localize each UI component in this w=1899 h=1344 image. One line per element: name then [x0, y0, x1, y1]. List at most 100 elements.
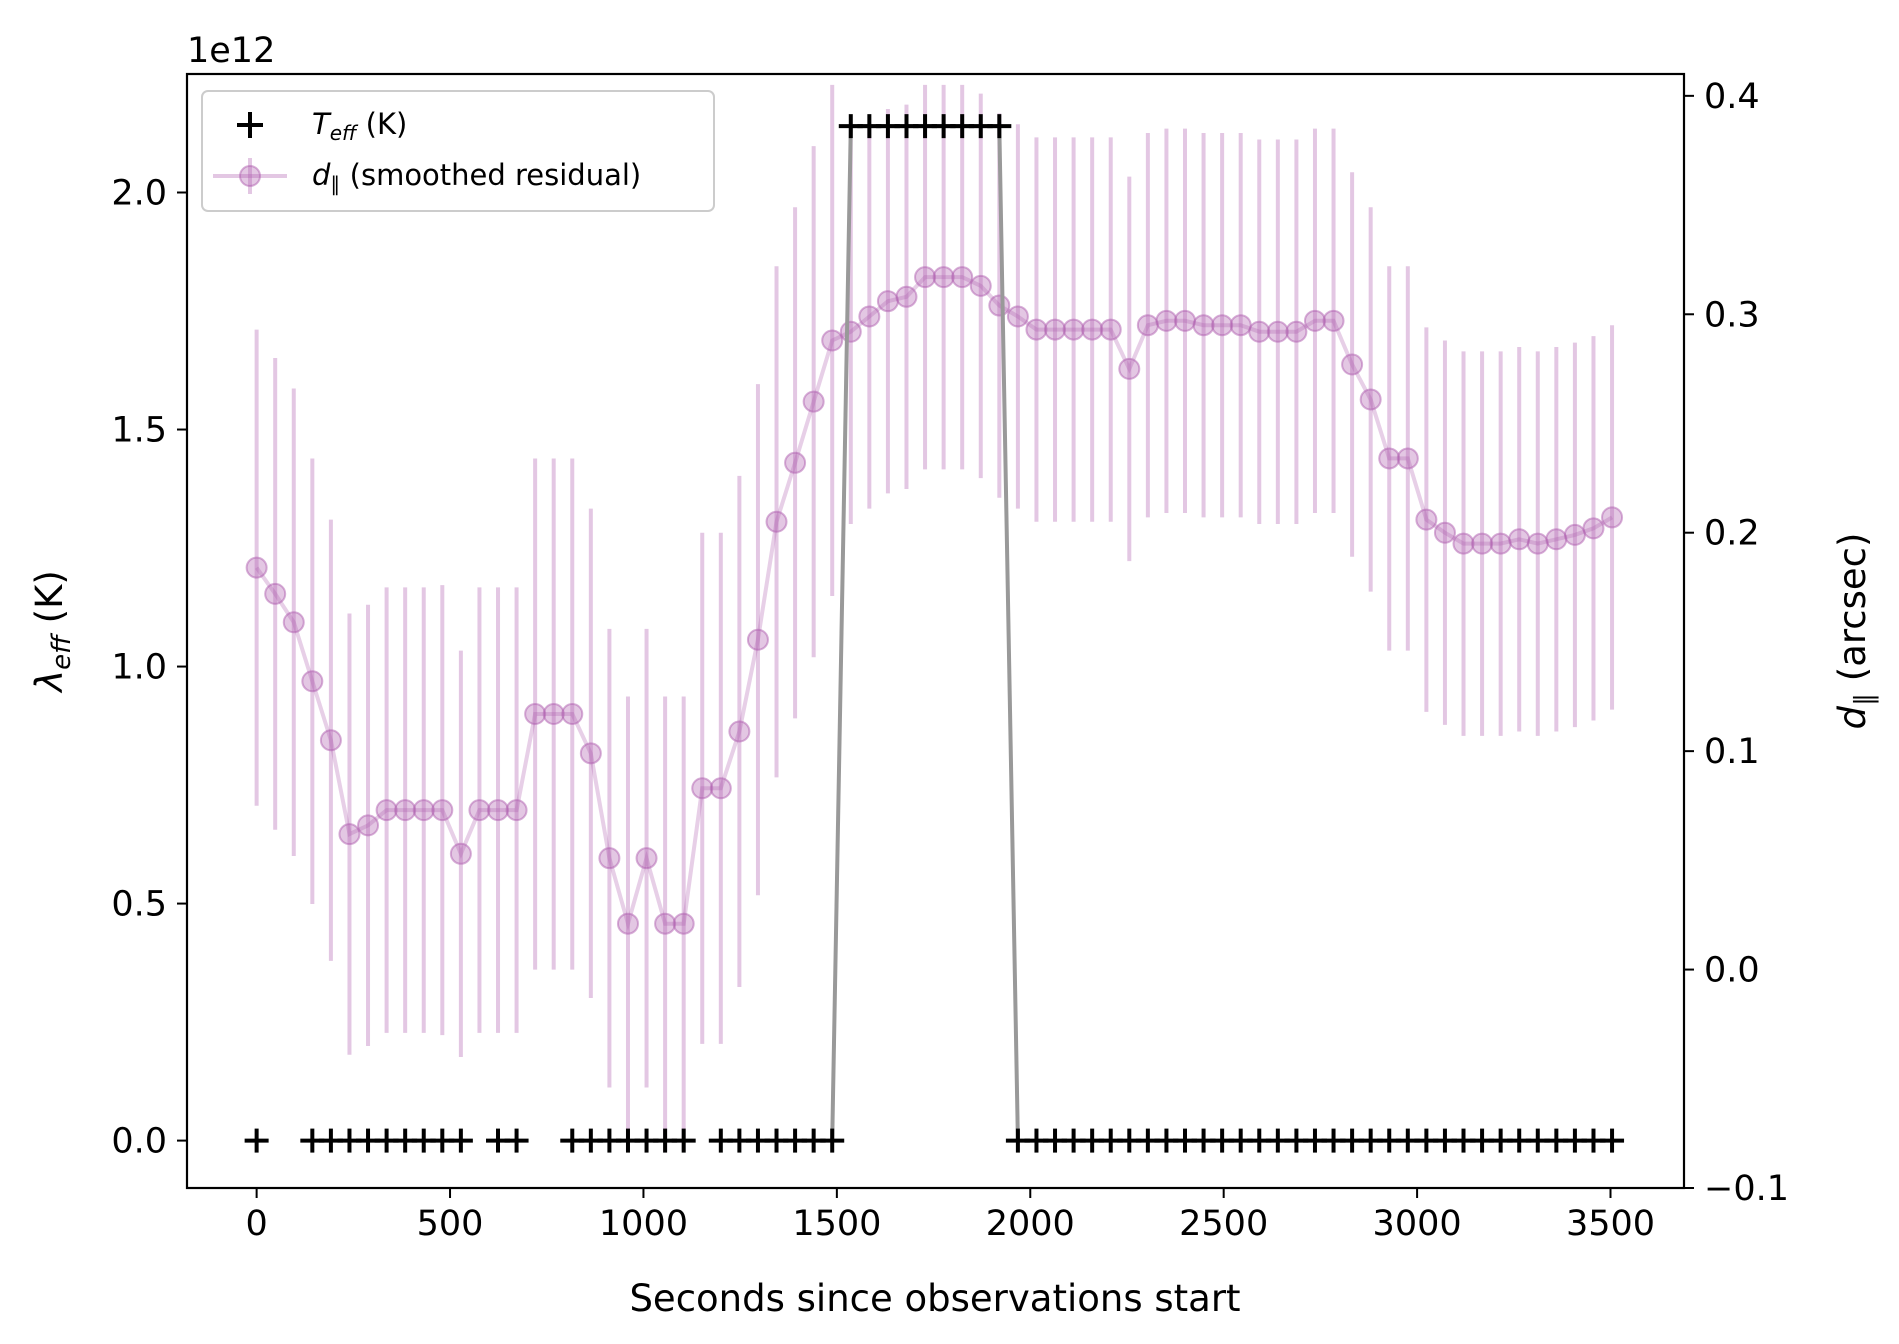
dpar-point	[1489, 532, 1512, 555]
dpar-point	[1415, 508, 1438, 531]
teff-marker	[671, 1128, 696, 1153]
x-tick-label: 2500	[1179, 1204, 1268, 1244]
left-tick-label: 2.0	[111, 174, 167, 214]
dpar-point	[1174, 309, 1196, 332]
dpar-point	[1563, 523, 1586, 546]
right-y-axis: −0.1 0.0 0.1 0.2 0.3 0.4	[1684, 77, 1789, 1209]
dpar-point	[616, 912, 639, 935]
dpar-point	[1396, 447, 1419, 470]
dpar-point	[951, 266, 974, 289]
dpar-point	[282, 611, 305, 634]
dpar-point	[357, 814, 380, 837]
dpar-point	[264, 582, 287, 605]
dpar-point	[579, 742, 602, 765]
right-axis-label-sub: ∥	[1850, 693, 1880, 706]
left-axis-label-unit: (K)	[28, 570, 71, 635]
dpar-point	[709, 777, 732, 800]
plot-area	[244, 84, 1625, 1153]
dpar-point	[1062, 318, 1085, 341]
x-axis-label: Seconds since observations start	[629, 1277, 1240, 1320]
dpar-point	[802, 390, 825, 413]
dpar-point	[1433, 521, 1456, 544]
x-tick-label: 0	[245, 1204, 267, 1244]
dpar-point	[338, 823, 361, 846]
dpar-point	[394, 799, 417, 822]
dpar-point	[1006, 305, 1029, 328]
teff-marker	[448, 1128, 473, 1153]
dpar-point	[1452, 532, 1475, 555]
dpar-point	[1229, 314, 1252, 337]
dpar-point	[524, 703, 547, 726]
x-tick-label: 1000	[599, 1204, 688, 1244]
dpar-point	[839, 320, 862, 343]
dpar-point	[487, 799, 510, 822]
dpar-point	[635, 847, 658, 870]
dpar-point	[542, 703, 565, 726]
dpar-point	[988, 294, 1011, 317]
left-axis-label-symbol: λ	[28, 670, 71, 694]
right-axis-label-symbol: d	[1831, 705, 1874, 729]
dpar-point	[1266, 320, 1289, 343]
teff-marker	[820, 1128, 845, 1153]
dpar-point	[1601, 506, 1624, 529]
dpar-point	[319, 729, 342, 752]
right-tick-label: 0.1	[1704, 732, 1760, 772]
right-tick-label: 0.3	[1704, 295, 1760, 335]
teff-marker	[504, 1128, 529, 1153]
dpar-point	[1471, 532, 1494, 555]
dpar-point	[691, 777, 714, 800]
dpar-point	[1341, 353, 1364, 376]
teff-marker	[244, 1128, 269, 1153]
left-tick-label: 1.0	[111, 648, 167, 688]
dpar-point	[728, 720, 751, 743]
dpar-point	[1044, 318, 1067, 341]
dpar-point	[914, 266, 937, 289]
left-axis-label: λeff (K)	[28, 570, 77, 694]
left-axis-multiplier: 1e12	[187, 31, 275, 71]
dpar-point	[821, 329, 844, 352]
dpar-point	[1508, 528, 1531, 551]
dpar-point	[765, 510, 788, 533]
x-tick-label: 500	[417, 1204, 484, 1244]
dpar-point	[301, 670, 324, 693]
left-axis-label-sub: eff	[47, 632, 77, 670]
dpar-point	[1099, 318, 1122, 341]
series-dpar	[245, 84, 1624, 1151]
dpar-point	[1582, 517, 1605, 540]
dpar-point	[1526, 532, 1549, 555]
dpar-point	[412, 799, 435, 822]
x-tick-label: 3500	[1566, 1204, 1655, 1244]
dpar-point	[1378, 447, 1401, 470]
dpar-point	[1136, 314, 1159, 337]
dpar-point	[969, 274, 992, 297]
dpar-point	[1303, 309, 1326, 332]
dpar-point	[932, 266, 955, 289]
dpar-point	[1322, 309, 1345, 332]
teff-marker	[1600, 1128, 1625, 1153]
teff-marker	[987, 114, 1012, 139]
dpar-point	[598, 847, 621, 870]
dpar-point	[1081, 318, 1104, 341]
left-tick-label: 1.5	[111, 411, 167, 451]
dpar-point	[561, 703, 584, 726]
legend-marker-teff	[237, 112, 263, 138]
dpar-point	[1545, 528, 1568, 551]
dpar-point	[1192, 314, 1215, 337]
dpar-point	[1248, 320, 1271, 343]
dpar-point	[449, 842, 472, 865]
dpar-point	[1359, 388, 1382, 411]
x-tick-label: 3000	[1373, 1204, 1462, 1244]
dpar-point	[672, 912, 695, 935]
right-tick-label: 0.0	[1704, 951, 1760, 991]
legend-label-dpar: d∥ (smoothed residual)	[312, 158, 641, 196]
legend-box	[201, 90, 715, 212]
x-tick-label: 1500	[792, 1204, 881, 1244]
legend-teff-unit: (K)	[356, 107, 407, 141]
right-axis-label: d∥ (arcsec)	[1831, 533, 1880, 730]
right-tick-label: 0.2	[1704, 514, 1760, 554]
legend-teff-sub: eff	[330, 121, 359, 145]
legend-teff-symbol: T	[312, 107, 332, 141]
x-axis: 0 500 1000 1500 2000 2500 3000 3500	[245, 1188, 1655, 1244]
plot-frame	[185, 72, 1686, 1190]
